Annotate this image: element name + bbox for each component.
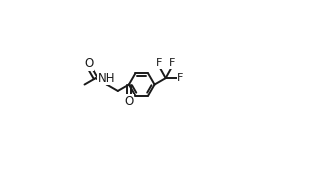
- Text: O: O: [124, 95, 134, 108]
- Text: NH: NH: [98, 72, 116, 85]
- Text: F: F: [169, 58, 175, 68]
- Text: F: F: [177, 73, 184, 83]
- Text: F: F: [156, 58, 162, 68]
- Text: O: O: [85, 57, 94, 70]
